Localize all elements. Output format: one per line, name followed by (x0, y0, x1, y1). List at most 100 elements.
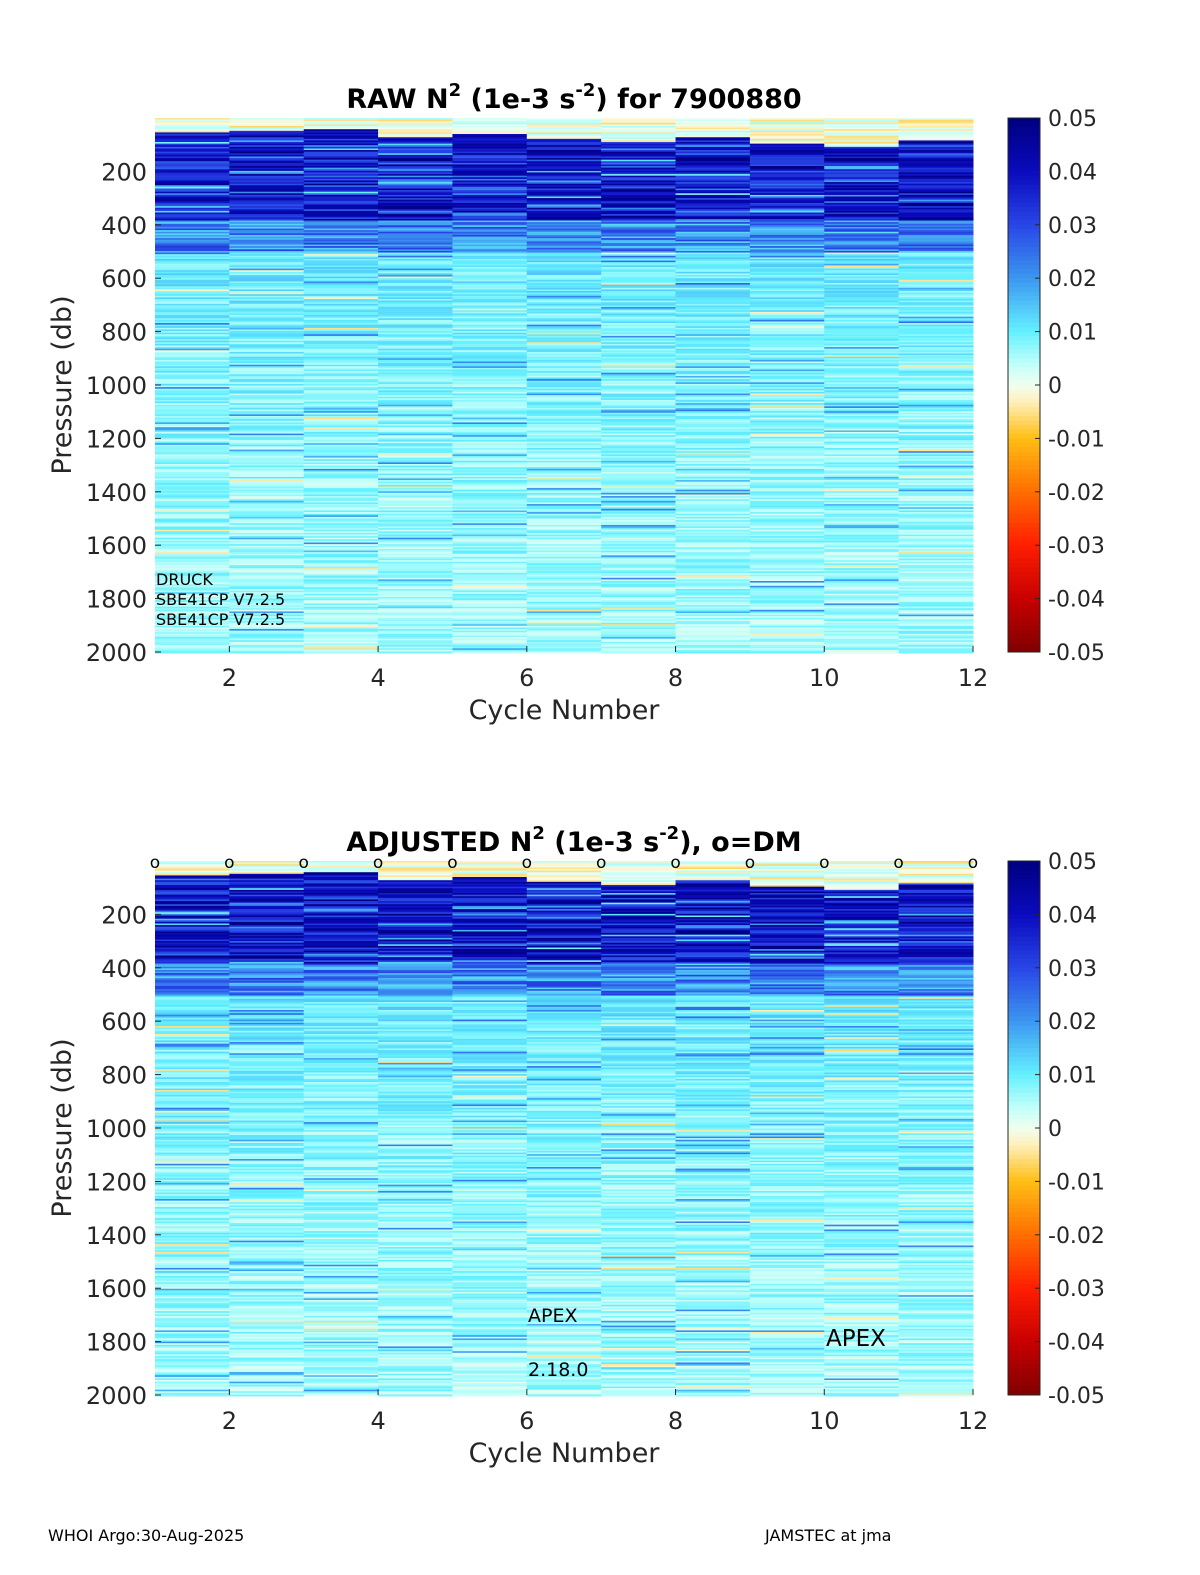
heatmap-cell (824, 371, 900, 374)
heatmap-cell (526, 524, 602, 527)
heatmap-cell (898, 448, 974, 451)
heatmap-cell (675, 472, 751, 475)
heatmap-cell (303, 894, 379, 897)
heatmap-cell (303, 300, 379, 303)
heatmap-cell (675, 555, 751, 558)
heatmap-cell (824, 345, 900, 348)
heatmap-cell (675, 529, 751, 532)
heatmap-cell (526, 345, 602, 348)
heatmap-cell (824, 250, 900, 253)
heatmap-cell (601, 448, 677, 451)
heatmap-cell (155, 893, 230, 896)
heatmap-cell (229, 555, 305, 558)
heatmap-cell (601, 260, 677, 263)
heatmap-cell (749, 343, 825, 346)
heatmap-cell (303, 351, 379, 354)
heatmap-cell (824, 199, 900, 202)
heatmap-cell (229, 311, 305, 314)
heatmap-cell (675, 153, 751, 156)
colorbar-segment (1008, 175, 1040, 181)
heatmap-cell (303, 545, 379, 548)
heatmap-cell (303, 1211, 379, 1214)
heatmap-cell (898, 601, 974, 604)
heatmap-cell (824, 212, 900, 215)
heatmap-cell (378, 1008, 453, 1011)
heatmap-cell (675, 513, 751, 516)
heatmap-cell (526, 494, 602, 497)
heatmap-cell (303, 521, 379, 524)
heatmap-cell (452, 491, 528, 494)
heatmap-cell (824, 252, 900, 255)
heatmap-cell (378, 556, 453, 559)
heatmap-cell (303, 1364, 379, 1367)
heatmap-cell (303, 1163, 379, 1166)
heatmap-cell (526, 255, 602, 258)
heatmap-cell (155, 1174, 230, 1177)
heatmap-cell (526, 621, 602, 624)
heatmap-cell (303, 1288, 379, 1291)
heatmap-cell (303, 500, 379, 503)
heatmap-cell (229, 587, 305, 590)
heatmap-cell (749, 182, 825, 185)
colorbar-segment (1008, 389, 1040, 395)
heatmap-cell (229, 196, 305, 199)
heatmap-cell (526, 393, 602, 396)
heatmap-cell (229, 1043, 305, 1046)
heatmap-cell (378, 127, 453, 130)
chart-title: RAW N2 (1e-3 s-2) for 7900880 (346, 80, 801, 115)
heatmap-cell (675, 609, 751, 612)
heatmap-cell (898, 611, 974, 614)
heatmap-cell (526, 127, 602, 130)
heatmap-cell (229, 436, 305, 439)
heatmap-cell (824, 249, 900, 252)
colorbar-tick-label: -0.04 (1048, 588, 1105, 613)
heatmap-cell (155, 499, 230, 502)
heatmap-cell (303, 449, 379, 452)
heatmap-cell (749, 307, 825, 310)
heatmap-cell (452, 510, 528, 513)
heatmap-cell (229, 1133, 305, 1136)
heatmap-cell (303, 651, 379, 654)
heatmap-cell (749, 194, 825, 197)
heatmap-cell (601, 407, 677, 410)
heatmap-cell (303, 1170, 379, 1173)
heatmap-cell (229, 523, 305, 526)
heatmap-cell (824, 622, 900, 625)
heatmap-cell (601, 534, 677, 537)
heatmap-cell (229, 1375, 305, 1378)
heatmap-cell (601, 468, 677, 471)
colorbar-segment (1008, 478, 1040, 484)
heatmap-cell (675, 348, 751, 351)
heatmap-cell (155, 1339, 230, 1342)
heatmap-cell (452, 198, 528, 201)
heatmap-cell (526, 590, 602, 593)
heatmap-cell (898, 134, 974, 137)
heatmap-cell (229, 119, 305, 122)
heatmap-cell (303, 1213, 379, 1216)
heatmap-cell (378, 861, 453, 864)
heatmap-cell (155, 584, 230, 587)
heatmap-cell (675, 574, 751, 577)
heatmap-cell (378, 158, 453, 161)
heatmap-cell (155, 536, 230, 539)
heatmap-cell (526, 537, 602, 540)
heatmap (155, 118, 974, 654)
heatmap-cell (303, 1155, 379, 1158)
heatmap-cell (749, 625, 825, 628)
heatmap-cell (378, 209, 453, 212)
heatmap-cell (526, 464, 602, 467)
heatmap-cell (452, 318, 528, 321)
heatmap-cell (303, 1005, 379, 1008)
heatmap-cell (229, 460, 305, 463)
heatmap-cell (675, 310, 751, 313)
heatmap-cell (749, 228, 825, 231)
heatmap-cell (229, 135, 305, 138)
heatmap-cell (378, 122, 453, 125)
heatmap-cell (824, 188, 900, 191)
heatmap-cell (378, 516, 453, 519)
heatmap-cell (526, 500, 602, 503)
chart-title-part-2: 2 (449, 80, 462, 101)
heatmap-cell (749, 572, 825, 575)
heatmap-cell (303, 1338, 379, 1341)
heatmap-cell (675, 403, 751, 406)
